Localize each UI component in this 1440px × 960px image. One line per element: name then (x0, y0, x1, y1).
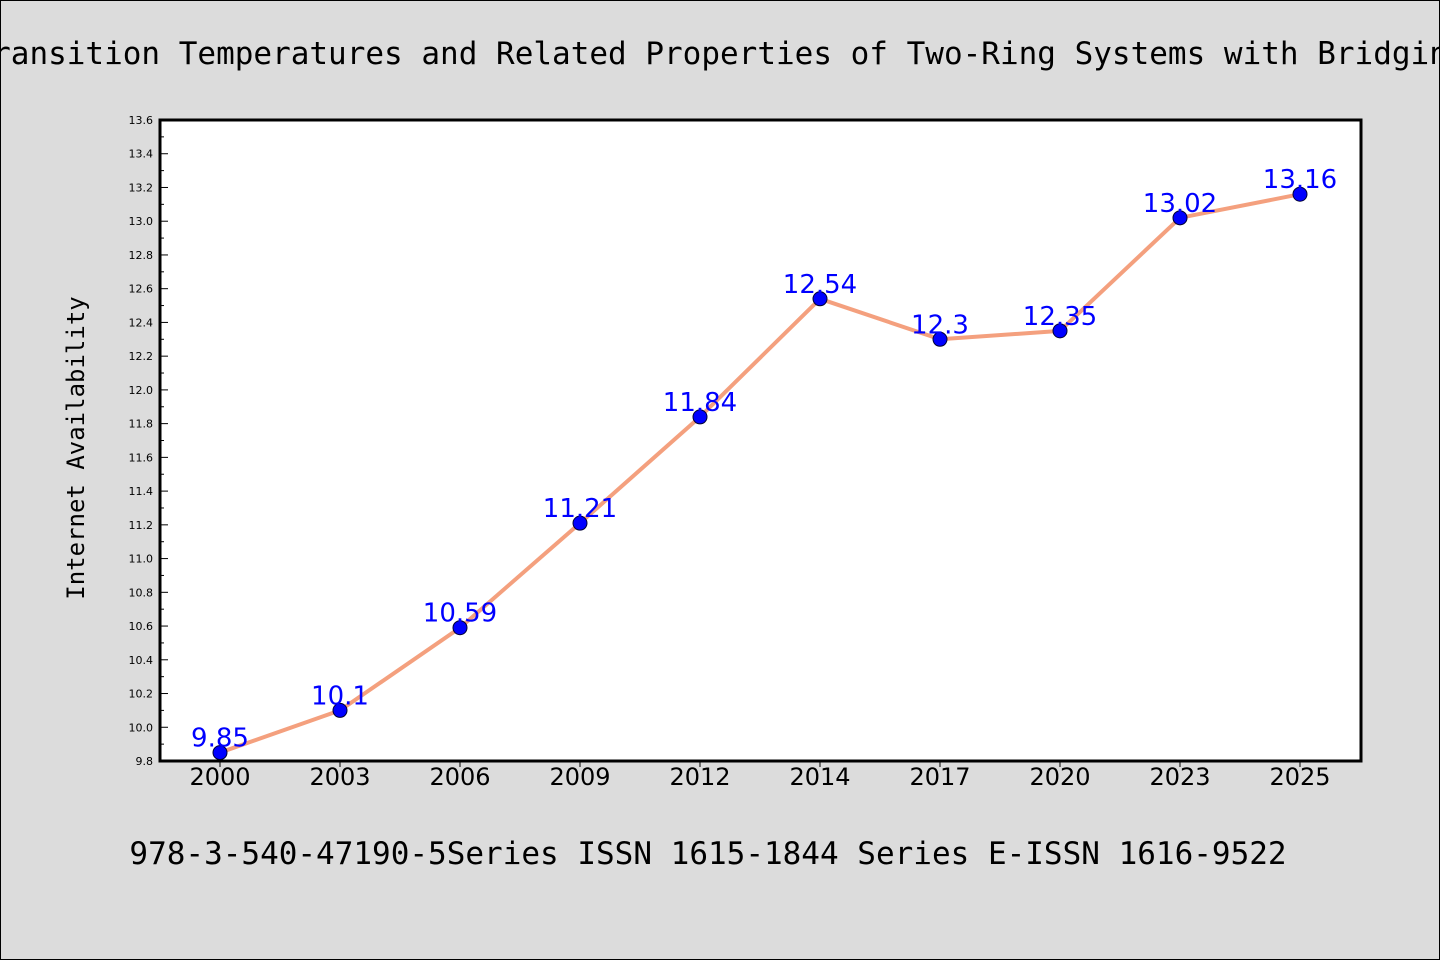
series-group: 9.85 10.1 10.59 11.21 11.84 12.54 12.3 12.35 13.… (191, 165, 1337, 761)
data-point-marker (812, 291, 828, 307)
y-tick-label: 10.6 (129, 620, 154, 633)
data-label: 11.84 (663, 388, 737, 418)
y-tick-label: 11.2 (129, 519, 154, 532)
x-tick-label: 2023 (1149, 763, 1210, 791)
plot-area (160, 120, 1361, 761)
y-tick-label: 9.8 (136, 755, 154, 768)
y-tick-label: 10.8 (129, 586, 154, 599)
y-tick-label: 13.6 (129, 114, 154, 127)
y-tick-label: 10.2 (129, 688, 154, 701)
data-label: 12.35 (1023, 302, 1097, 332)
x-tick-label: 2014 (789, 763, 850, 791)
data-point-marker (1052, 323, 1068, 339)
x-tick-label: 2009 (549, 763, 610, 791)
data-point-marker (452, 620, 468, 636)
series-line (218, 192, 1302, 755)
data-label: 12.3 (911, 310, 969, 340)
data-point-marker (1292, 186, 1308, 202)
x-tick-label: 2012 (669, 763, 730, 791)
data-point-marker (692, 409, 708, 425)
x-tick-label: 2025 (1269, 763, 1330, 791)
data-label: 10.1 (311, 681, 369, 711)
x-tick-label: 2006 (429, 763, 490, 791)
y-tick-label: 12.2 (129, 350, 154, 363)
data-label: 10.59 (423, 599, 497, 629)
data-label: 13.16 (1263, 165, 1337, 195)
footer-isbn-text: 978-3-540-47190-5Series ISSN 1615-1844 S… (129, 836, 1286, 872)
data-label: 13.02 (1143, 189, 1217, 219)
x-tick-label: 2000 (189, 763, 250, 791)
y-tick-label: 12.4 (129, 316, 154, 329)
data-point-marker (572, 515, 588, 531)
x-tick-label: 2003 (309, 763, 370, 791)
y-tick-label: 11.8 (129, 418, 154, 431)
data-label: 9.85 (191, 724, 249, 754)
y-tick-label: 13.2 (129, 181, 154, 194)
y-tick-label: 11.6 (129, 451, 154, 464)
y-tick-label: 12.0 (129, 384, 154, 397)
data-label: 11.21 (543, 494, 617, 524)
y-axis-label: Internet Availability (62, 296, 90, 599)
plot-frame (158, 118, 1363, 763)
data-label: 12.54 (783, 270, 857, 300)
y-tick-label: 13.0 (129, 215, 154, 228)
y-tick-label: 11.4 (129, 485, 154, 498)
y-tick-label: 10.4 (129, 654, 154, 667)
data-point-marker (932, 331, 948, 347)
y-tick-label: 12.6 (129, 283, 154, 296)
y-tick-label: 11.0 (129, 553, 154, 566)
y-tick-label: 13.4 (129, 148, 154, 161)
chart-title: Transition Temperatures and Related Prop… (0, 36, 1440, 72)
x-axis-ticks: 2000 2003 2006 2009 2012 2014 2017 2020 2023 2025 (189, 761, 1331, 791)
y-tick-label: 10.0 (129, 721, 154, 734)
y-tick-label: 12.8 (129, 249, 154, 262)
data-point-marker (332, 702, 348, 718)
data-point-marker (1172, 210, 1188, 226)
x-tick-label: 2017 (909, 763, 970, 791)
x-tick-label: 2020 (1029, 763, 1090, 791)
